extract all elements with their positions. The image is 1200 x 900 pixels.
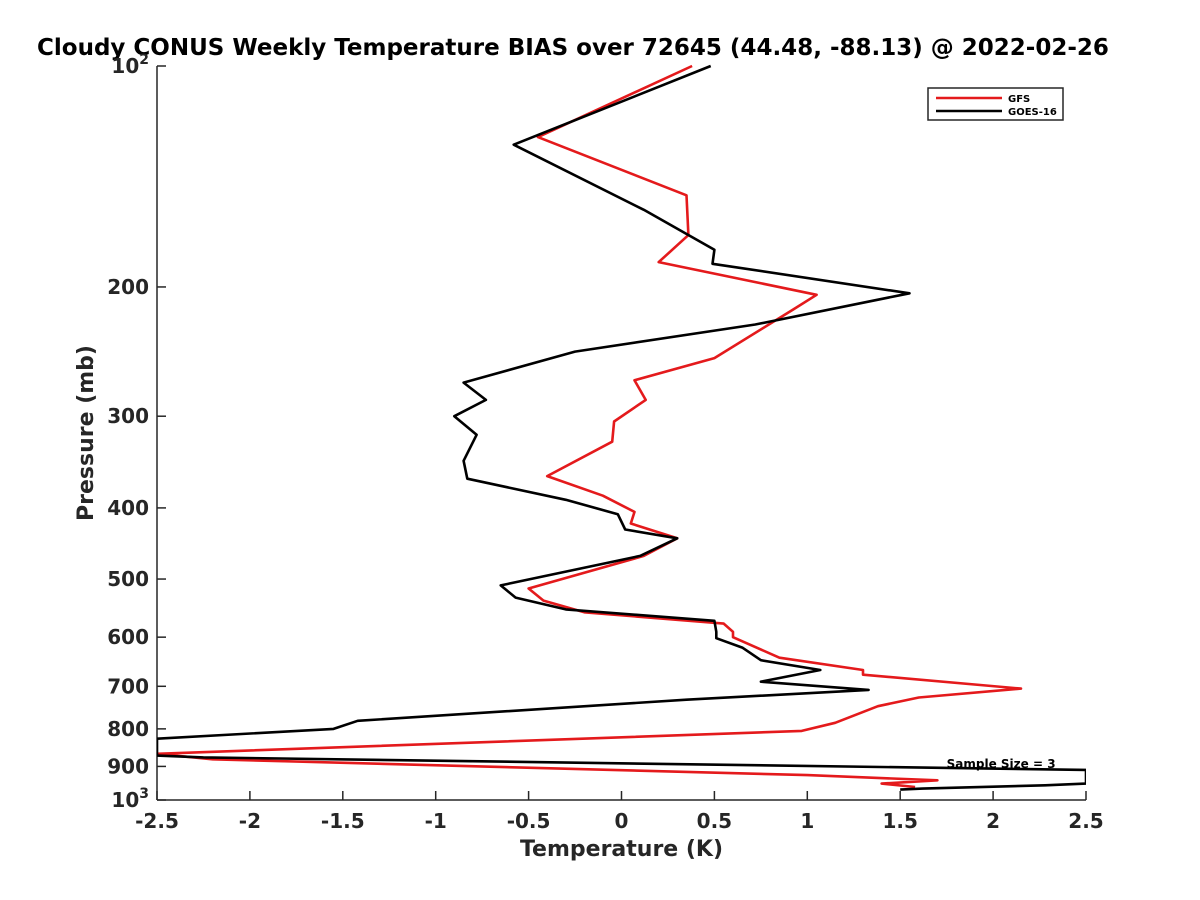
plot-area: -2.5 -2 -1.5 -1 -0.5 0 0.5 1 1.5 2 2.5 102 200 300 40…	[107, 52, 1103, 833]
x-tick-label: 0.5	[697, 809, 732, 833]
y-tick-label: 600	[107, 625, 149, 649]
x-tick-label: -1	[425, 809, 447, 833]
x-tick-label: 2	[986, 809, 1000, 833]
sample-size-annotation: Sample Size = 3	[947, 757, 1056, 771]
legend: GFS GOES-16	[927, 87, 1064, 121]
y-tick-label: 800	[107, 717, 149, 741]
y-tick-label: 700	[107, 674, 149, 698]
series-layer	[157, 64, 1086, 791]
series-line-gfs	[157, 64, 1023, 789]
x-tick-label: 0	[615, 809, 629, 833]
x-tick-label: -0.5	[507, 809, 551, 833]
x-tick-label: -1.5	[321, 809, 365, 833]
y-tick-label: 500	[107, 567, 149, 591]
x-tick-label: 1.5	[882, 809, 917, 833]
x-axis-label: Temperature (K)	[520, 837, 723, 862]
chart-title: Cloudy CONUS Weekly Temperature BIAS ove…	[37, 35, 1109, 61]
y-tick-label: 300	[107, 404, 149, 428]
y-tick-label: 103	[111, 786, 149, 812]
y-tick-label: 400	[107, 496, 149, 520]
y-axis-ticks: 102 200 300 400 500 600 700 800 900 103	[107, 52, 166, 812]
y-axis-label: Pressure (mb)	[74, 345, 99, 521]
annotations: Sample Size = 3	[947, 757, 1056, 771]
x-axis-ticks: -2.5 -2 -1.5 -1 -0.5 0 0.5 1 1.5 2 2.5	[135, 791, 1104, 833]
y-tick-label: 900	[107, 754, 149, 778]
y-tick-label: 200	[107, 275, 149, 299]
x-tick-label: -2.5	[135, 809, 179, 833]
x-tick-label: -2	[239, 809, 261, 833]
series-line-goes16	[157, 64, 1086, 791]
legend-box	[927, 87, 1064, 121]
y-tick-label: 102	[111, 52, 149, 78]
legend-label-gfs: GFS	[1008, 94, 1030, 105]
x-tick-label: 1	[800, 809, 814, 833]
legend-label-goes16: GOES-16	[1008, 107, 1057, 118]
x-tick-label: 2.5	[1068, 809, 1103, 833]
